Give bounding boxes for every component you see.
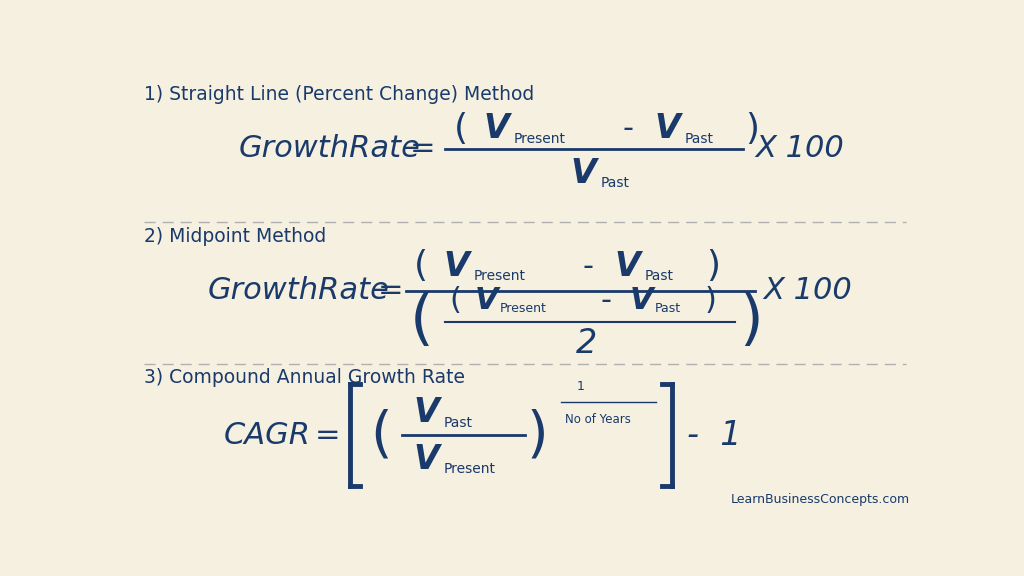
Text: 3) Compound Annual Growth Rate: 3) Compound Annual Growth Rate [143, 369, 465, 388]
Text: (: ( [454, 112, 468, 146]
Text: -: - [623, 115, 634, 143]
Text: V: V [414, 396, 439, 429]
Text: Present: Present [443, 462, 496, 476]
Text: X 100: X 100 [755, 134, 844, 164]
Text: V: V [414, 443, 439, 476]
Text: 2: 2 [577, 327, 597, 360]
Text: LearnBusinessConcepts.com: LearnBusinessConcepts.com [730, 493, 909, 506]
Text: V: V [570, 157, 597, 190]
Text: -: - [583, 252, 594, 281]
Text: (: ( [410, 293, 433, 351]
Text: 1) Straight Line (Percent Change) Method: 1) Straight Line (Percent Change) Method [143, 85, 535, 104]
Text: 2) Midpoint Method: 2) Midpoint Method [143, 226, 326, 245]
Text: GrowthRate: GrowthRate [207, 276, 389, 305]
Text: =: = [314, 420, 340, 449]
Text: ): ) [706, 249, 720, 283]
Text: V: V [630, 286, 653, 315]
Text: V: V [475, 286, 499, 315]
Text: (: ( [450, 286, 461, 315]
Text: -  1: - 1 [687, 419, 742, 452]
Text: V: V [483, 112, 509, 146]
Text: (: ( [414, 249, 428, 283]
Text: Past: Past [645, 269, 674, 283]
Text: Present: Present [500, 302, 547, 315]
Text: ): ) [526, 408, 548, 462]
Text: Present: Present [514, 132, 565, 146]
Text: V: V [614, 250, 640, 283]
Text: 1: 1 [577, 380, 585, 393]
Text: No of Years: No of Years [565, 413, 631, 426]
Text: (: ( [370, 408, 391, 462]
Text: =: = [378, 276, 403, 305]
Text: =: = [410, 134, 435, 164]
Text: X 100: X 100 [763, 276, 852, 305]
Text: GrowthRate: GrowthRate [240, 134, 421, 164]
Text: Past: Past [601, 176, 630, 190]
Text: Past: Past [684, 132, 714, 146]
Text: ): ) [705, 286, 717, 315]
Text: V: V [443, 250, 470, 283]
Text: CAGR: CAGR [223, 420, 310, 449]
Text: Present: Present [474, 269, 526, 283]
Text: V: V [654, 112, 680, 146]
Text: ): ) [739, 293, 763, 351]
Text: Past: Past [443, 416, 473, 430]
Text: ): ) [745, 112, 760, 146]
Text: -: - [600, 286, 611, 315]
Text: Past: Past [655, 302, 681, 315]
